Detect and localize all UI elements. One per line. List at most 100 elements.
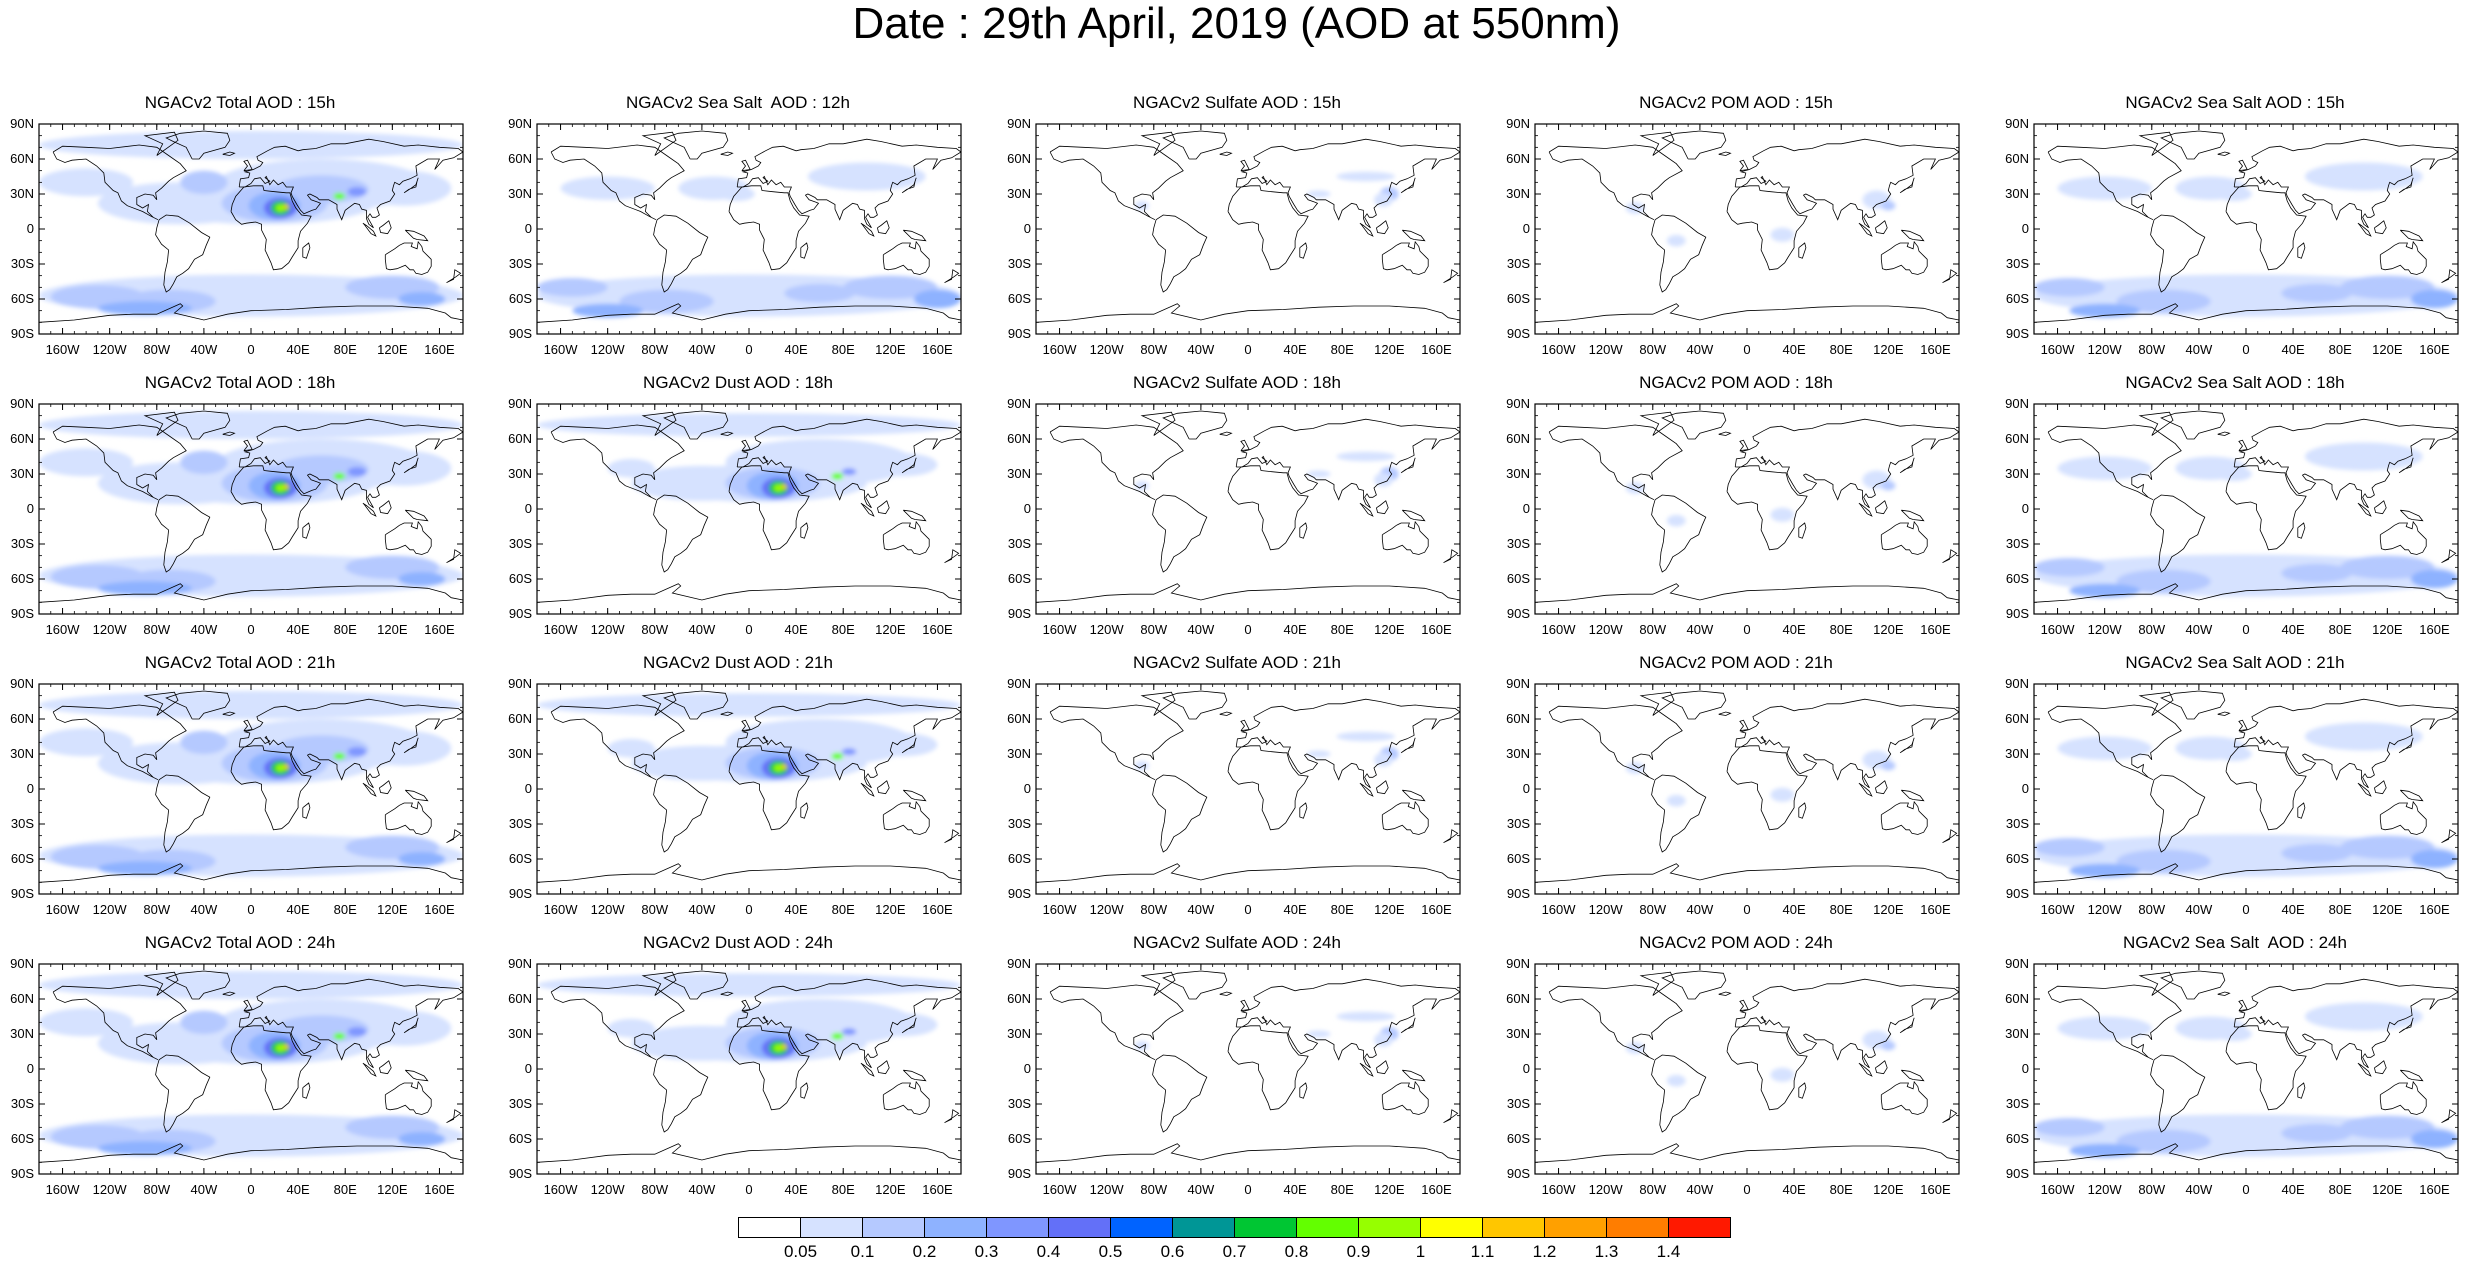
- longitude-label: 0: [2242, 342, 2249, 354]
- longitude-label: 80E: [832, 622, 855, 634]
- longitude-label: 120W: [1589, 902, 1624, 914]
- aod-region: [275, 484, 286, 492]
- latitude-label: 90S: [1008, 1166, 1031, 1181]
- coastline: [1299, 242, 1308, 259]
- coastline: [1376, 780, 1389, 795]
- aod-shading: [1625, 1030, 1896, 1087]
- coastline: [155, 1054, 211, 1133]
- world-map: 90N 60N 30N 0 30S 60S 90S 160W 120W 80W 40W 0 40E 80E…: [1007, 678, 1461, 914]
- latitude-label: 90N: [10, 958, 34, 971]
- latitude-label: 60S: [11, 291, 34, 306]
- latitude-label: 30N: [2005, 746, 2029, 761]
- longitude-label: 80E: [1331, 902, 1354, 914]
- coastline: [741, 719, 751, 732]
- longitude-label: 120E: [377, 1182, 408, 1194]
- latitude-label: 0: [27, 501, 34, 516]
- latitude-label: 90N: [2005, 678, 2029, 691]
- colorbar-label: 0.5: [1099, 1242, 1123, 1261]
- aod-region: [781, 764, 787, 770]
- panel-title: NGACv2 Sea Salt AOD : 15h: [2125, 93, 2345, 112]
- coastline: [1726, 465, 1808, 551]
- coastline: [1858, 222, 1873, 237]
- coastline: [1235, 698, 1460, 789]
- aod-region: [347, 1027, 367, 1037]
- aod-region: [1881, 201, 1896, 211]
- map-panel: NGACv2 Sulfate AOD : 18h 90N 60N 30N 0 30S 60S…: [997, 372, 1477, 634]
- coastline: [1734, 138, 1959, 229]
- latitude-label: 90N: [1506, 678, 1530, 691]
- latitude-label: 0: [1523, 781, 1530, 796]
- coastline: [2441, 1109, 2457, 1124]
- longitude-label: 120W: [2088, 342, 2123, 354]
- coastline: [1880, 800, 1928, 835]
- coastline: [2297, 802, 2306, 819]
- coastline: [2225, 1025, 2307, 1111]
- aod-region: [274, 455, 369, 484]
- longitude-label: 80E: [2329, 902, 2352, 914]
- aod-shading: [39, 131, 463, 317]
- aod-region: [1881, 1041, 1896, 1051]
- coastline: [1739, 719, 1749, 732]
- aod-region: [619, 289, 714, 313]
- coastline: [1400, 457, 1416, 474]
- coastlines: [1535, 410, 1959, 603]
- coastline: [384, 800, 432, 835]
- aod-region: [607, 738, 655, 758]
- longitude-label: 40E: [785, 342, 808, 354]
- aod-region: [807, 162, 926, 191]
- coastline: [1875, 1060, 1888, 1075]
- longitude-label: 0: [1244, 1182, 1251, 1194]
- panel-title: NGACv2 Dust AOD : 18h: [643, 373, 833, 392]
- aod-region: [2116, 849, 2211, 873]
- latitude-label: 0: [1523, 1061, 1530, 1076]
- coastline: [653, 494, 709, 573]
- aod-region: [560, 176, 655, 200]
- coastline: [2217, 431, 2231, 436]
- longitude-label: 80E: [1830, 342, 1853, 354]
- coastline: [882, 1080, 930, 1115]
- longitude-label: 40E: [287, 902, 310, 914]
- aod-region: [274, 175, 369, 204]
- longitude-label: 40W: [2186, 902, 2213, 914]
- world-map: 90N 60N 30N 0 30S 60S 90S 160W 120W 80W 40W 0 40E 80E…: [1506, 118, 1960, 354]
- coastline: [2379, 520, 2427, 555]
- latitude-label: 30S: [1008, 1096, 1031, 1111]
- aod-region: [357, 170, 452, 206]
- coastline: [1400, 1017, 1416, 1034]
- latitude-label: 90S: [1008, 886, 1031, 901]
- coastline: [405, 229, 429, 242]
- latitude-label: 60N: [10, 431, 34, 446]
- coastline: [903, 1069, 927, 1082]
- longitude-label: 160W: [46, 902, 81, 914]
- aod-region: [1881, 481, 1896, 491]
- latitude-label: 60N: [1007, 991, 1031, 1006]
- longitude-label: 160W: [2041, 342, 2076, 354]
- longitude-label: 120W: [93, 342, 128, 354]
- latitude-label: 0: [27, 1061, 34, 1076]
- aod-region: [1374, 752, 1393, 767]
- latitude-label: 90S: [11, 886, 34, 901]
- coastline: [1219, 151, 1233, 156]
- map-panel: NGACv2 POM AOD : 15h 90N 60N 30N 0 30S 60S 90S 1…: [1496, 92, 1976, 354]
- aod-shading: [537, 973, 961, 1062]
- coastline: [243, 719, 253, 732]
- longitude-label: 160E: [424, 1182, 455, 1194]
- map-panel: NGACv2 Sea Salt AOD : 18h 90N 60N 30N 0 30S 60…: [1995, 372, 2473, 634]
- aod-region: [2034, 278, 2105, 297]
- coastline: [2398, 1017, 2414, 1034]
- longitude-label: 160W: [544, 342, 579, 354]
- aod-shading: [39, 971, 463, 1157]
- coastline: [1535, 303, 1959, 323]
- coastline: [1299, 522, 1308, 539]
- coastline: [1798, 522, 1807, 539]
- map-frame: [1534, 403, 1960, 615]
- coastline: [2233, 978, 2458, 1069]
- aod-region: [1374, 1032, 1393, 1047]
- latitude-label: 30N: [10, 466, 34, 481]
- aod-shading: [537, 413, 961, 502]
- longitude-label: 160E: [424, 622, 455, 634]
- coastline: [2374, 780, 2387, 795]
- map-panel: NGACv2 Sea Salt AOD : 21h 90N 60N 30N 0 30S 60…: [1995, 652, 2473, 914]
- longitude-label: 0: [1743, 622, 1750, 634]
- aod-region: [2057, 176, 2152, 200]
